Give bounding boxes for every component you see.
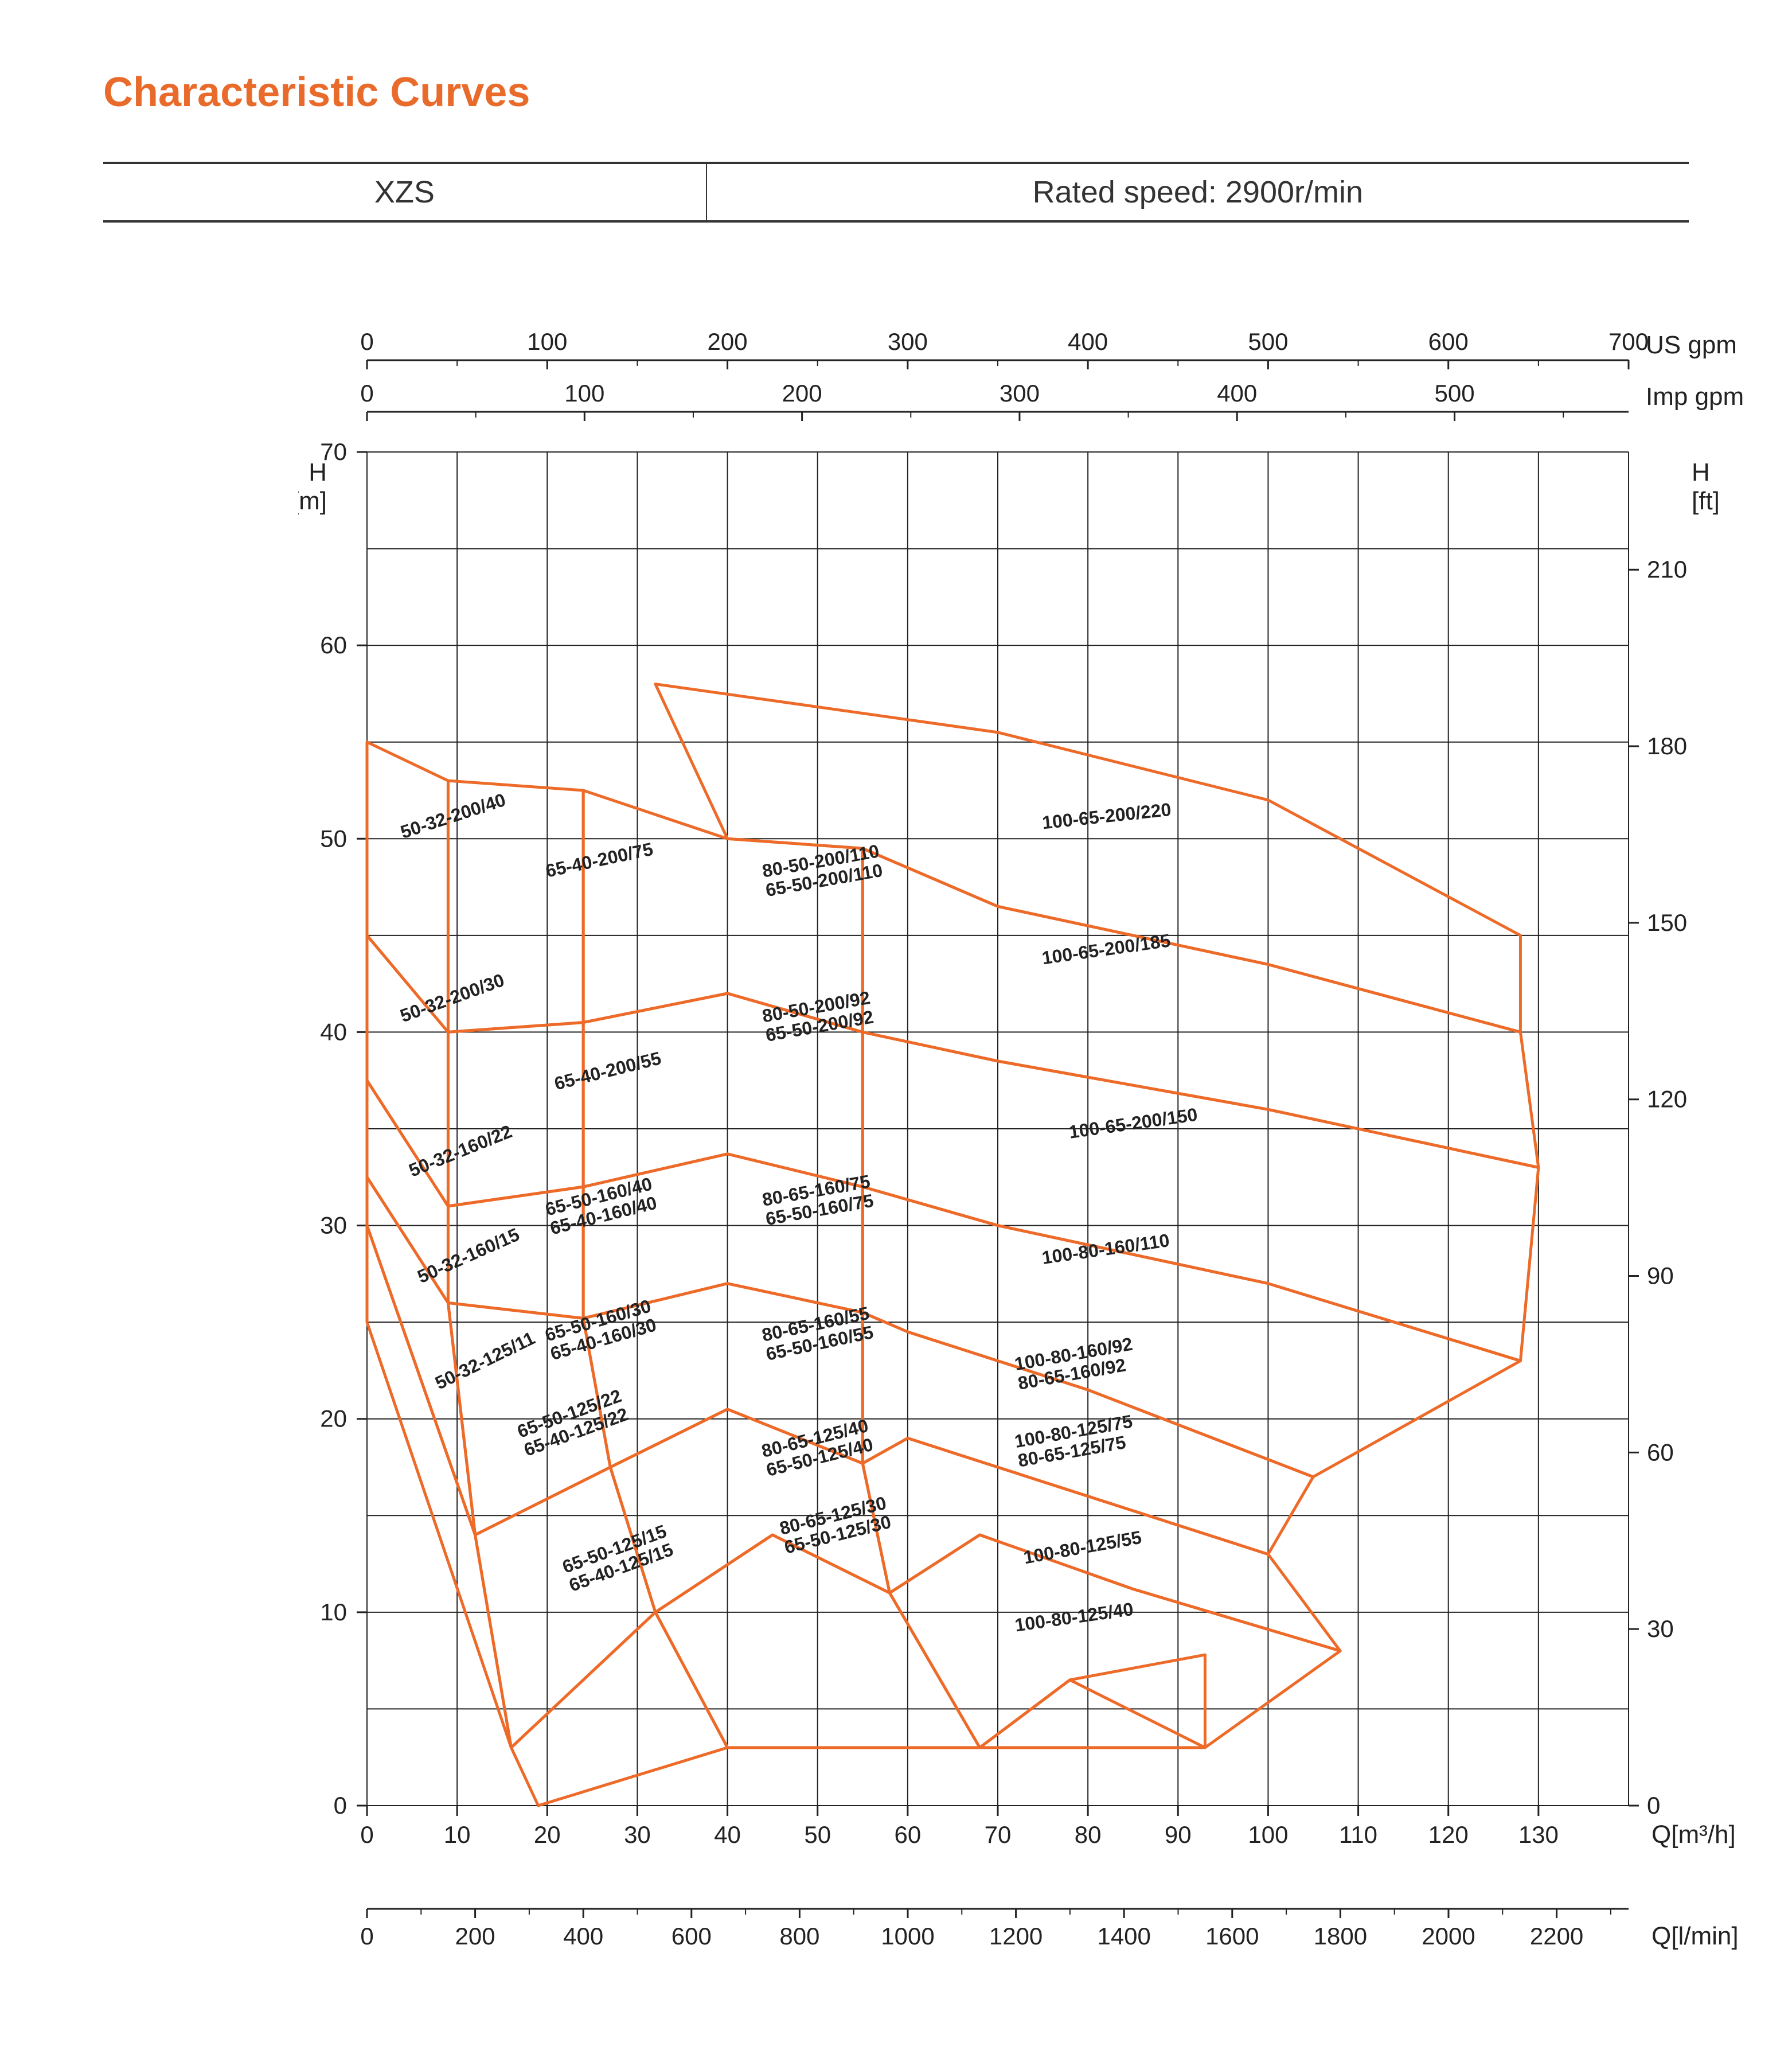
svg-text:10: 10 <box>320 1599 347 1626</box>
svg-text:100: 100 <box>1248 1821 1288 1848</box>
svg-text:400: 400 <box>1217 380 1257 407</box>
svg-text:150: 150 <box>1647 909 1687 936</box>
svg-text:Q[l/min]: Q[l/min] <box>1652 1922 1739 1950</box>
svg-text:50: 50 <box>320 825 347 852</box>
svg-text:100-80-125/55: 100-80-125/55 <box>1022 1527 1143 1568</box>
svg-text:130: 130 <box>1518 1821 1559 1848</box>
svg-text:50: 50 <box>804 1821 831 1848</box>
svg-text:0: 0 <box>360 380 373 407</box>
svg-text:210: 210 <box>1647 556 1687 583</box>
svg-text:1600: 1600 <box>1205 1923 1259 1950</box>
svg-text:30: 30 <box>320 1212 347 1239</box>
svg-text:700: 700 <box>1608 328 1649 355</box>
page-title: Characteristic Curves <box>103 69 1689 116</box>
svg-text:80: 80 <box>1075 1821 1102 1848</box>
svg-text:100-80-160/110: 100-80-160/110 <box>1041 1230 1171 1268</box>
svg-text:90: 90 <box>1647 1262 1674 1289</box>
svg-text:110: 110 <box>1339 1821 1377 1848</box>
svg-text:50-32-125/11: 50-32-125/11 <box>432 1327 538 1393</box>
svg-text:40: 40 <box>320 1018 347 1045</box>
svg-text:100-65-200/150: 100-65-200/150 <box>1068 1104 1199 1143</box>
svg-text:60: 60 <box>1647 1439 1674 1465</box>
svg-text:800: 800 <box>779 1923 819 1950</box>
svg-text:200: 200 <box>782 380 822 407</box>
svg-text:20: 20 <box>320 1405 347 1432</box>
svg-text:[ft]: [ft] <box>1692 487 1720 515</box>
svg-text:0: 0 <box>360 1923 373 1950</box>
svg-text:30: 30 <box>1647 1615 1674 1642</box>
svg-text:500: 500 <box>1248 328 1288 355</box>
svg-text:200: 200 <box>708 328 748 355</box>
svg-text:300: 300 <box>888 328 928 355</box>
svg-text:[m]: [m] <box>298 487 327 515</box>
header-speed: Rated speed: 2900r/min <box>707 164 1689 220</box>
svg-text:50-32-200/40: 50-32-200/40 <box>398 789 508 843</box>
svg-text:2200: 2200 <box>1530 1923 1583 1950</box>
svg-text:0: 0 <box>334 1792 347 1819</box>
svg-text:400: 400 <box>563 1923 603 1950</box>
svg-text:60: 60 <box>894 1821 921 1848</box>
svg-text:0: 0 <box>360 1821 373 1848</box>
svg-text:1400: 1400 <box>1097 1923 1150 1950</box>
svg-text:100-65-200/220: 100-65-200/220 <box>1041 799 1172 833</box>
svg-text:500: 500 <box>1435 380 1475 407</box>
svg-text:300: 300 <box>1000 380 1040 407</box>
svg-text:65-40-200/55: 65-40-200/55 <box>552 1047 663 1094</box>
svg-text:600: 600 <box>671 1923 712 1950</box>
svg-text:90: 90 <box>1165 1821 1192 1848</box>
svg-text:1000: 1000 <box>881 1923 934 1950</box>
svg-text:60: 60 <box>320 632 347 658</box>
svg-text:50-32-160/15: 50-32-160/15 <box>414 1224 522 1287</box>
svg-text:Q[m³/h]: Q[m³/h] <box>1652 1821 1736 1849</box>
svg-text:10: 10 <box>444 1821 471 1848</box>
header-model: XZS <box>103 164 707 220</box>
svg-text:120: 120 <box>1647 1086 1687 1113</box>
svg-text:0: 0 <box>360 328 373 355</box>
svg-text:0: 0 <box>1647 1792 1660 1819</box>
svg-text:70: 70 <box>985 1821 1012 1848</box>
svg-text:100-80-125/40: 100-80-125/40 <box>1013 1599 1134 1636</box>
svg-text:400: 400 <box>1068 328 1108 355</box>
svg-text:Imp gpm: Imp gpm <box>1646 383 1744 411</box>
svg-text:20: 20 <box>534 1821 561 1848</box>
svg-text:65-40-200/75: 65-40-200/75 <box>544 839 655 882</box>
svg-text:40: 40 <box>714 1821 741 1848</box>
svg-text:US gpm: US gpm <box>1646 331 1737 359</box>
svg-text:H: H <box>1692 458 1710 486</box>
svg-text:30: 30 <box>624 1821 651 1848</box>
svg-text:50-32-160/22: 50-32-160/22 <box>406 1121 515 1181</box>
svg-text:H: H <box>309 458 327 486</box>
svg-text:1200: 1200 <box>989 1923 1043 1950</box>
svg-text:200: 200 <box>455 1923 495 1950</box>
svg-text:120: 120 <box>1428 1821 1469 1848</box>
svg-text:100: 100 <box>564 380 604 407</box>
svg-text:100: 100 <box>527 328 567 355</box>
svg-text:50-32-200/30: 50-32-200/30 <box>397 969 507 1026</box>
svg-text:600: 600 <box>1428 328 1469 355</box>
svg-text:180: 180 <box>1647 732 1687 759</box>
svg-text:1800: 1800 <box>1314 1923 1367 1950</box>
svg-text:2000: 2000 <box>1422 1923 1475 1950</box>
header-table: XZS Rated speed: 2900r/min <box>103 162 1689 223</box>
characteristic-chart: 0102030405060708090100110120130Q[m³/h]01… <box>298 326 1689 1989</box>
